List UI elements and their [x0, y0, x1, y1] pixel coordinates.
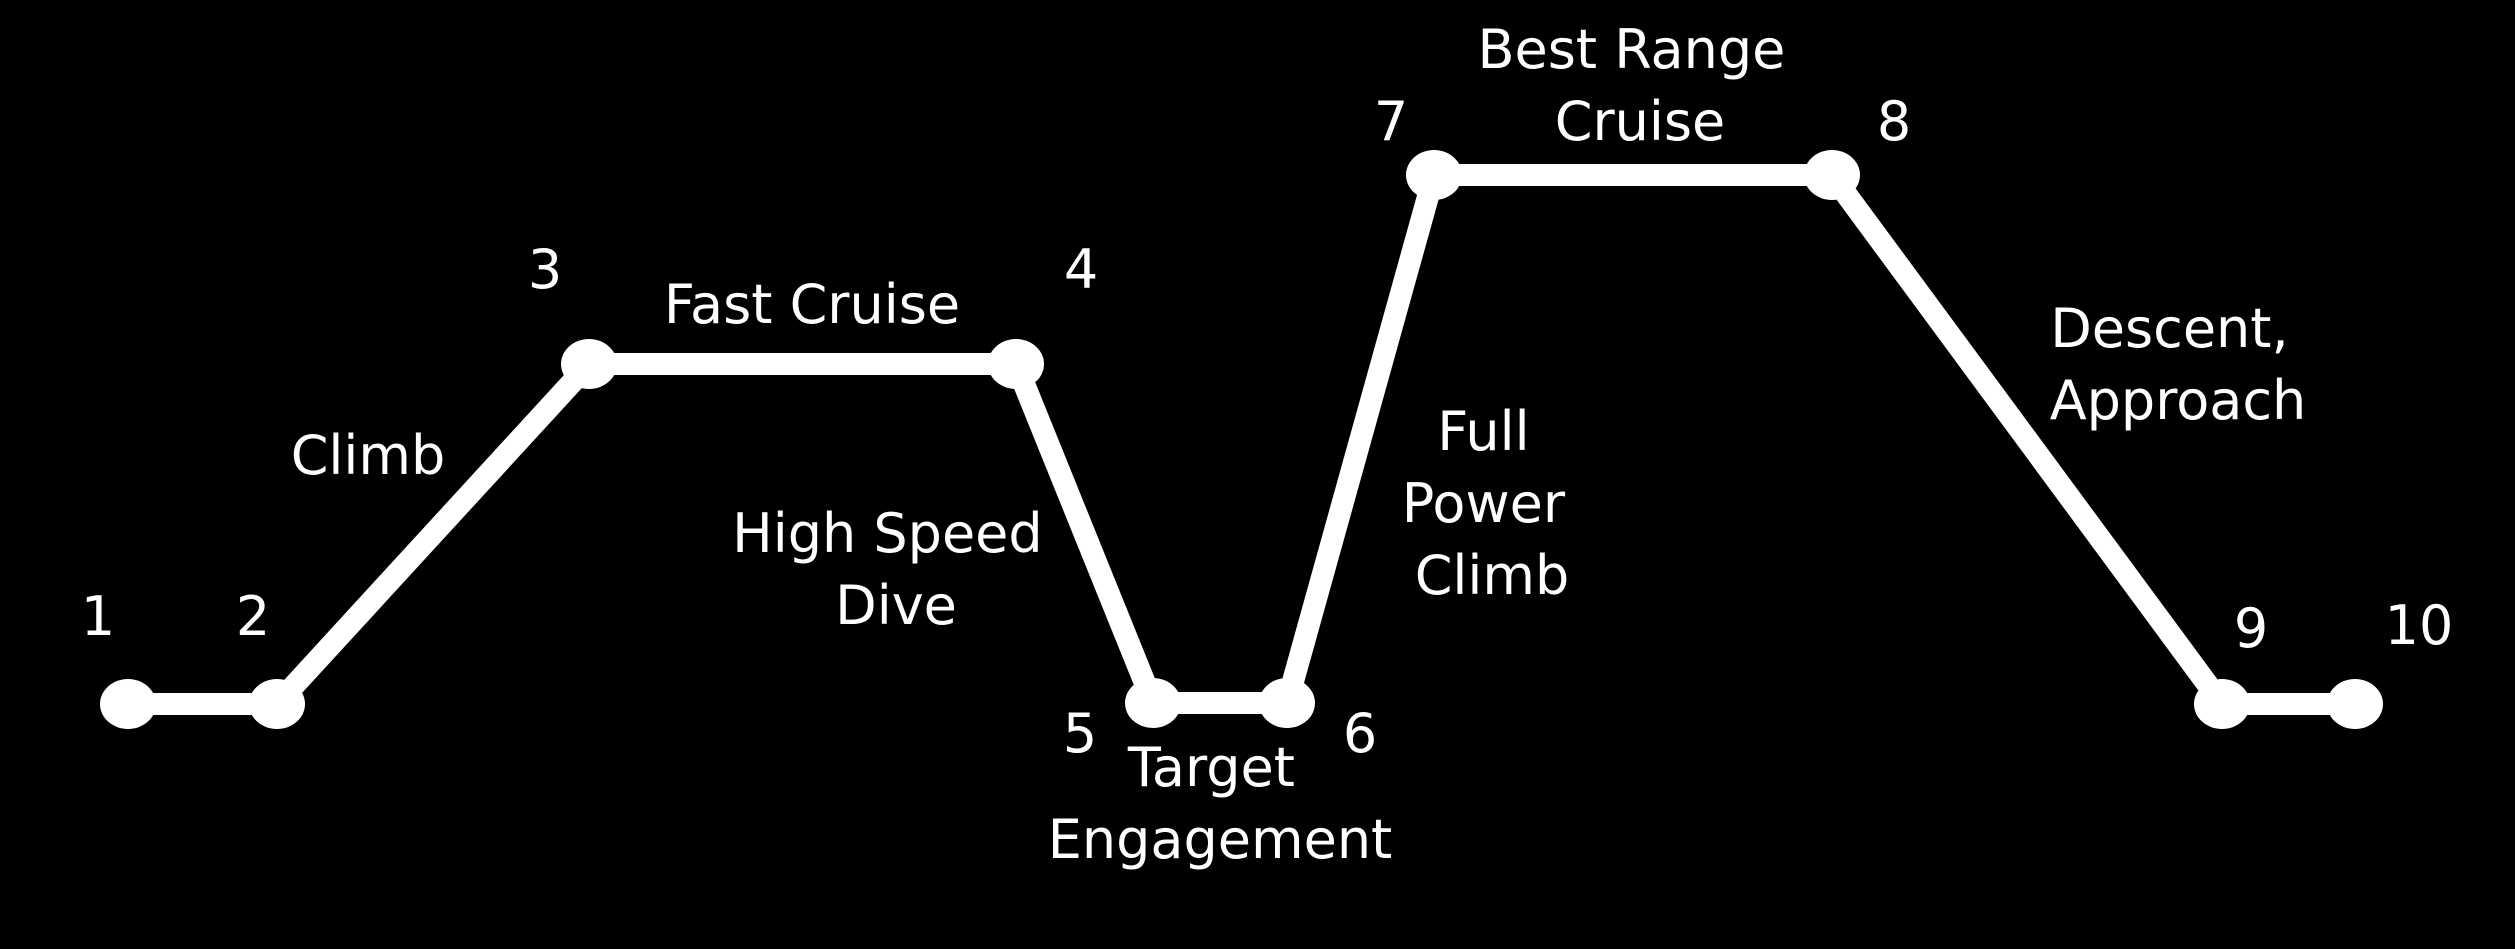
waypoint-node-10	[2327, 679, 2383, 729]
waypoint-label-6: 6	[1343, 702, 1377, 765]
mission-profile-path	[117, 164, 2366, 715]
segment-label-target-engagement: Target Engagement	[1048, 736, 1392, 871]
segment-label-descent-approach: Descent, Approach	[2050, 297, 2307, 432]
waypoint-nodes	[100, 150, 2383, 729]
waypoint-node-6	[1259, 678, 1315, 728]
waypoint-node-3	[561, 339, 617, 389]
waypoint-node-8	[1804, 150, 1860, 200]
waypoint-node-5	[1125, 678, 1181, 728]
segment-label-full-power-climb: Full Power Climb	[1402, 400, 1582, 607]
segment-label-best-range-cruise: Best Range Cruise	[1477, 18, 1802, 153]
waypoint-label-10: 10	[2385, 594, 2454, 657]
segment-label-climb: Climb	[291, 424, 446, 487]
waypoint-label-1: 1	[81, 585, 115, 648]
waypoint-node-2	[249, 679, 305, 729]
waypoint-label-3: 3	[528, 238, 562, 301]
segment-labels: Climb Fast Cruise High Speed Dive Target…	[291, 18, 2307, 871]
waypoint-node-7	[1406, 150, 1462, 200]
waypoint-label-5: 5	[1063, 702, 1097, 765]
waypoint-label-2: 2	[236, 585, 270, 648]
waypoint-node-9	[2194, 679, 2250, 729]
waypoint-node-4	[988, 339, 1044, 389]
waypoint-node-1	[100, 679, 156, 729]
waypoint-label-8: 8	[1877, 90, 1911, 153]
waypoint-label-9: 9	[2234, 597, 2268, 660]
segment-label-high-speed-dive: High Speed Dive	[732, 502, 1060, 637]
waypoint-label-7: 7	[1374, 90, 1408, 153]
waypoint-label-4: 4	[1064, 238, 1098, 301]
segment-label-fast-cruise: Fast Cruise	[664, 273, 960, 336]
waypoint-labels: 1 2 3 4 5 6 7 8 9 10	[81, 90, 2454, 765]
